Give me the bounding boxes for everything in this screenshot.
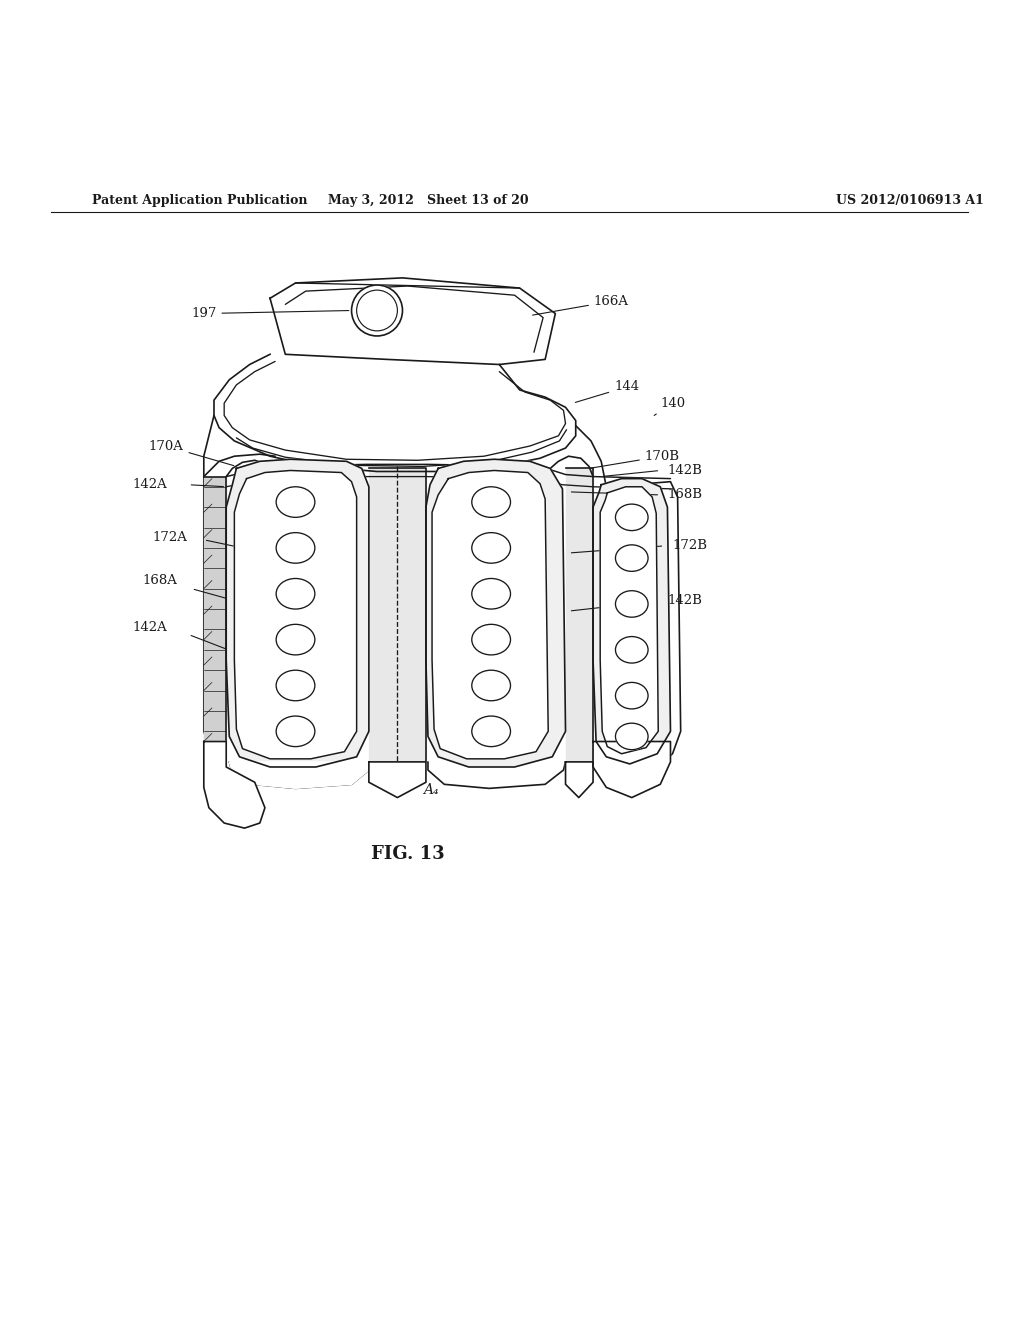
Polygon shape	[204, 477, 226, 742]
Polygon shape	[369, 762, 426, 797]
Text: 166A: 166A	[532, 294, 629, 315]
Polygon shape	[229, 762, 369, 788]
Text: 142A: 142A	[132, 620, 167, 634]
Ellipse shape	[472, 487, 511, 517]
Text: 140: 140	[654, 397, 685, 416]
Polygon shape	[204, 742, 265, 828]
Ellipse shape	[276, 487, 314, 517]
Polygon shape	[432, 470, 548, 759]
Text: 172A: 172A	[153, 531, 187, 544]
Ellipse shape	[472, 671, 511, 701]
Ellipse shape	[615, 723, 648, 750]
Text: 142A: 142A	[132, 478, 167, 491]
Text: 144: 144	[575, 380, 639, 403]
Polygon shape	[426, 459, 565, 767]
Text: US 2012/0106913 A1: US 2012/0106913 A1	[836, 194, 983, 207]
Ellipse shape	[615, 636, 648, 663]
Polygon shape	[565, 762, 593, 797]
Polygon shape	[234, 470, 356, 759]
Polygon shape	[565, 469, 593, 762]
Ellipse shape	[472, 533, 511, 564]
Text: 142B: 142B	[668, 463, 702, 477]
Circle shape	[351, 285, 402, 337]
Ellipse shape	[276, 624, 314, 655]
Polygon shape	[600, 487, 658, 754]
Text: 170B: 170B	[592, 450, 680, 469]
Ellipse shape	[615, 682, 648, 709]
Ellipse shape	[472, 624, 511, 655]
Text: Patent Application Publication: Patent Application Publication	[92, 194, 307, 207]
Text: 168B: 168B	[668, 488, 702, 502]
Text: 172B: 172B	[673, 540, 708, 552]
Ellipse shape	[615, 504, 648, 531]
Polygon shape	[214, 354, 575, 471]
Polygon shape	[369, 469, 426, 762]
Ellipse shape	[276, 715, 314, 747]
Ellipse shape	[276, 671, 314, 701]
Ellipse shape	[472, 578, 511, 609]
Polygon shape	[226, 459, 369, 767]
Ellipse shape	[472, 715, 511, 747]
Ellipse shape	[276, 578, 314, 609]
Polygon shape	[593, 479, 671, 764]
Ellipse shape	[615, 545, 648, 572]
Text: A₄: A₄	[423, 784, 438, 797]
Text: 170A: 170A	[148, 440, 233, 466]
Text: 168A: 168A	[142, 574, 177, 587]
Polygon shape	[270, 279, 555, 364]
Polygon shape	[593, 742, 671, 797]
Ellipse shape	[276, 533, 314, 564]
Text: FIG. 13: FIG. 13	[371, 845, 444, 862]
Ellipse shape	[615, 591, 648, 618]
Text: 197: 197	[191, 308, 349, 319]
Text: 142B: 142B	[668, 594, 702, 607]
Text: May 3, 2012   Sheet 13 of 20: May 3, 2012 Sheet 13 of 20	[328, 194, 528, 207]
